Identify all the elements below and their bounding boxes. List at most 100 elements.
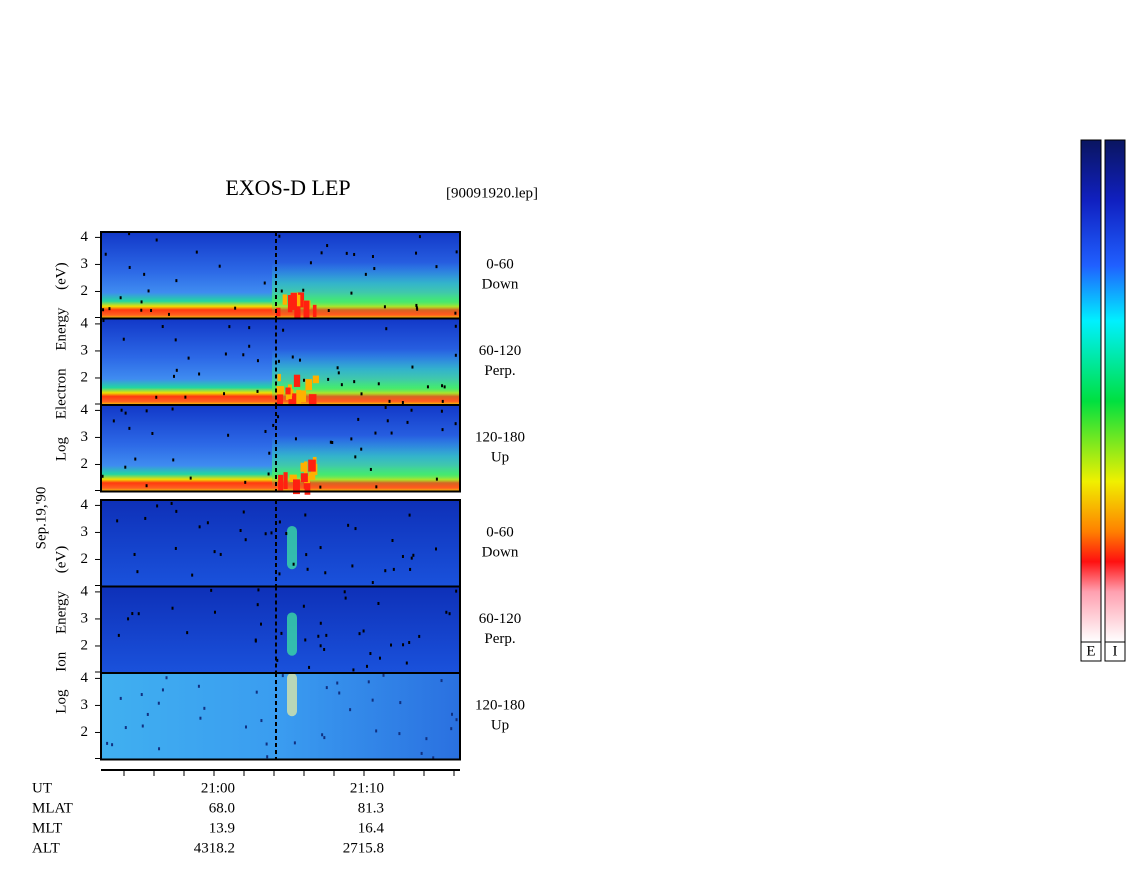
noise [454, 324, 457, 328]
hot-spot [292, 479, 300, 495]
hot-spot [289, 474, 297, 483]
noise [374, 431, 377, 435]
noise [195, 250, 198, 254]
noise [155, 395, 158, 399]
noise [369, 652, 372, 656]
noise [278, 234, 281, 238]
noise [306, 567, 309, 571]
noise [111, 743, 114, 747]
noise [101, 474, 104, 478]
hot-spot [305, 379, 313, 391]
hot-spot [312, 304, 317, 318]
activity-streak [287, 525, 297, 570]
noise [257, 588, 260, 592]
noise [143, 272, 146, 276]
noise [276, 658, 279, 662]
noise [256, 603, 259, 607]
noise [362, 629, 365, 633]
y-tick-label: 4 [81, 497, 89, 513]
hot-spot [297, 292, 305, 308]
panel-label: 0-60 [486, 525, 514, 541]
noise [426, 385, 429, 389]
noise [151, 431, 154, 435]
noise [455, 250, 458, 254]
noise [298, 358, 301, 362]
noise [140, 300, 143, 304]
noise [432, 756, 435, 760]
noise [265, 742, 268, 746]
noise [327, 377, 330, 381]
noise [331, 441, 334, 445]
y-tick-label: 2 [81, 724, 89, 740]
noise [133, 552, 136, 556]
noise [268, 451, 271, 455]
y-tick-label: 3 [81, 429, 89, 445]
noise [321, 733, 324, 737]
noise [454, 311, 457, 315]
noise [219, 552, 222, 556]
noise [127, 617, 130, 621]
noise [187, 356, 190, 360]
noise [352, 668, 355, 672]
noise [383, 305, 386, 309]
noise [390, 643, 393, 647]
noise [281, 674, 284, 678]
info-value: 21:10 [350, 780, 384, 796]
noise [256, 389, 259, 393]
noise [254, 638, 257, 642]
noise [319, 546, 322, 550]
noise [112, 419, 115, 423]
noise [443, 385, 446, 389]
noise [415, 251, 418, 255]
noise [353, 380, 356, 384]
y-tick-label: 2 [81, 637, 89, 653]
noise [327, 308, 330, 312]
noise [239, 529, 242, 533]
noise [360, 447, 363, 451]
hot-spot [298, 390, 307, 403]
y-tick-label: 3 [81, 524, 89, 540]
noise [324, 571, 327, 575]
noise [294, 437, 297, 441]
noise [386, 419, 389, 423]
activity-region [272, 435, 460, 488]
noise [203, 706, 206, 710]
hot-spot [282, 294, 288, 305]
noise [382, 673, 385, 677]
panel-label: Down [482, 545, 519, 561]
noise [349, 708, 352, 712]
noise [206, 521, 209, 525]
panel-label: Up [491, 450, 509, 466]
noise [388, 399, 391, 403]
noise [412, 553, 415, 557]
noise [124, 726, 127, 730]
panel-label: Down [482, 277, 519, 293]
noise [304, 513, 307, 517]
y-tick-label: 3 [81, 697, 89, 713]
chart-title: EXOS-D LEP [225, 175, 350, 200]
hot-spot [294, 306, 301, 320]
noise [415, 303, 418, 307]
y-tick-label: 3 [81, 256, 89, 272]
noise [213, 550, 216, 554]
noise [277, 359, 280, 363]
noise [371, 254, 374, 258]
noise [277, 415, 280, 419]
colorbar [1104, 139, 1126, 643]
noise [385, 327, 388, 331]
noise [408, 641, 411, 645]
info-value: 4318.2 [194, 840, 235, 856]
noise [448, 612, 451, 616]
noise [384, 405, 387, 409]
noise [280, 289, 283, 293]
noise [360, 392, 363, 396]
noise [255, 690, 258, 694]
noise [353, 252, 356, 256]
panel-label: 60-120 [479, 343, 522, 359]
file-label: [90091920.lep] [446, 185, 538, 201]
info-name: MLT [32, 820, 62, 836]
noise [155, 238, 158, 242]
hot-spot [293, 374, 301, 387]
noise [272, 423, 275, 427]
panel-frame [100, 672, 461, 761]
